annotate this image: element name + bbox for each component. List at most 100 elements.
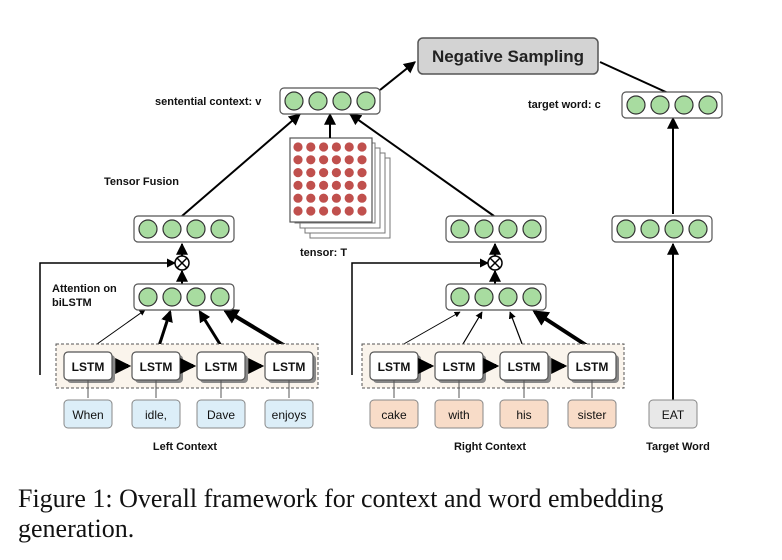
right-word: with [434,399,484,429]
target-word-label: target word: c [528,99,601,111]
lstm-label: LSTM [72,360,105,374]
node-circle [308,91,328,111]
node-circle [522,287,542,307]
node-circle [474,219,494,239]
tensor-dot [319,155,329,165]
node-circle [162,287,182,307]
left-word: Dave [196,399,246,429]
node-circle [284,91,304,111]
node-circle [474,287,494,307]
tensor-dot [306,180,316,190]
left-lstm-cell: LSTM [63,351,115,383]
node-circle [698,95,718,115]
right-context-label: Right Context [454,441,526,453]
tensor-dot [293,142,303,152]
tensor-dot [306,206,316,216]
right-lstm-cell: LSTM [369,351,421,383]
node-circle [626,95,646,115]
tensor-dot [331,155,341,165]
tensor-dot [293,168,303,178]
otimes-left [174,255,190,271]
tensor-dot [319,142,329,152]
left-word: enjoys [264,399,314,429]
tensor-dots [293,142,367,216]
tensor-dot [357,155,367,165]
negative-sampling-label: Negative Sampling [432,47,584,66]
tensor-dot [319,168,329,178]
figure-caption: Figure 1: Overall framework for context … [18,484,664,543]
word-label: enjoys [272,408,307,422]
right-word: sister [567,399,617,429]
word-label: sister [578,408,607,422]
tensor-dot [293,155,303,165]
attention-label-line1: Attention on [52,283,117,295]
tensor-dot [319,206,329,216]
node-circle [498,219,518,239]
target-word-caption: Target Word [646,441,710,453]
target-input-word: EAT [648,399,698,429]
embedding-layers [133,87,723,311]
tensor-dot [306,193,316,203]
node-circle [210,287,230,307]
left-fused-vector [133,215,235,243]
tensor-dot [331,142,341,152]
word-label: cake [381,408,407,422]
node-circle [210,219,230,239]
tensor-dot [331,180,341,190]
tensor-dot [357,193,367,203]
tensor-dot [331,168,341,178]
word-label: idle, [145,408,167,422]
tensor-dot [331,193,341,203]
target-embedding-vector [611,215,713,243]
node-circle [332,91,352,111]
right-lstm-cell: LSTM [434,351,486,383]
attention-label-line2: biLSTM [52,297,92,309]
node-circle [138,219,158,239]
left-lstm-cell: LSTM [131,351,183,383]
tensor-dot [344,180,354,190]
negative-sampling-box: Negative Sampling [417,37,599,75]
tensor-dot [306,168,316,178]
tensor-dot [344,206,354,216]
word-label: Dave [207,408,235,422]
tensor-dot [319,193,329,203]
node-circle [186,287,206,307]
lstm-label: LSTM [273,360,306,374]
node-circle [138,287,158,307]
right-lstm-cell: LSTM [567,351,619,383]
tensor-dot [319,180,329,190]
tensor-dot [344,168,354,178]
node-circle [186,219,206,239]
node-circle [688,219,708,239]
tensor-fusion-label: Tensor Fusion [104,176,179,188]
node-circle [450,219,470,239]
lstm-label: LSTM [378,360,411,374]
right-lstm-cell: LSTM [499,351,551,383]
sentential-context-label: sentential context: v [155,96,262,108]
node-circle [640,219,660,239]
node-circle [522,219,542,239]
word-label: his [516,408,531,422]
right-attention-vector [445,283,547,311]
node-circle [498,287,518,307]
node-circle [450,287,470,307]
lstm-layer: LSTM LSTM LSTM LSTM LSTM LSTM LSTM LSTM [63,351,619,383]
right-fused-vector [445,215,547,243]
framework-diagram: Negative Sampling sentential context: v … [39,37,723,453]
word-label: When [72,408,103,422]
left-word: When [63,399,113,429]
lstm-label: LSTM [140,360,173,374]
tensor-dot [331,206,341,216]
target-word-vector [621,91,723,119]
tensor-dot [344,155,354,165]
node-circle [664,219,684,239]
node-circle [616,219,636,239]
right-word: cake [369,399,419,429]
tensor-label: tensor: T [300,247,347,259]
target-input-label: EAT [662,408,685,422]
lstm-label: LSTM [576,360,609,374]
left-word: idle, [131,399,181,429]
tensor-dot [357,206,367,216]
word-label: with [447,408,469,422]
tensor-dot [293,193,303,203]
